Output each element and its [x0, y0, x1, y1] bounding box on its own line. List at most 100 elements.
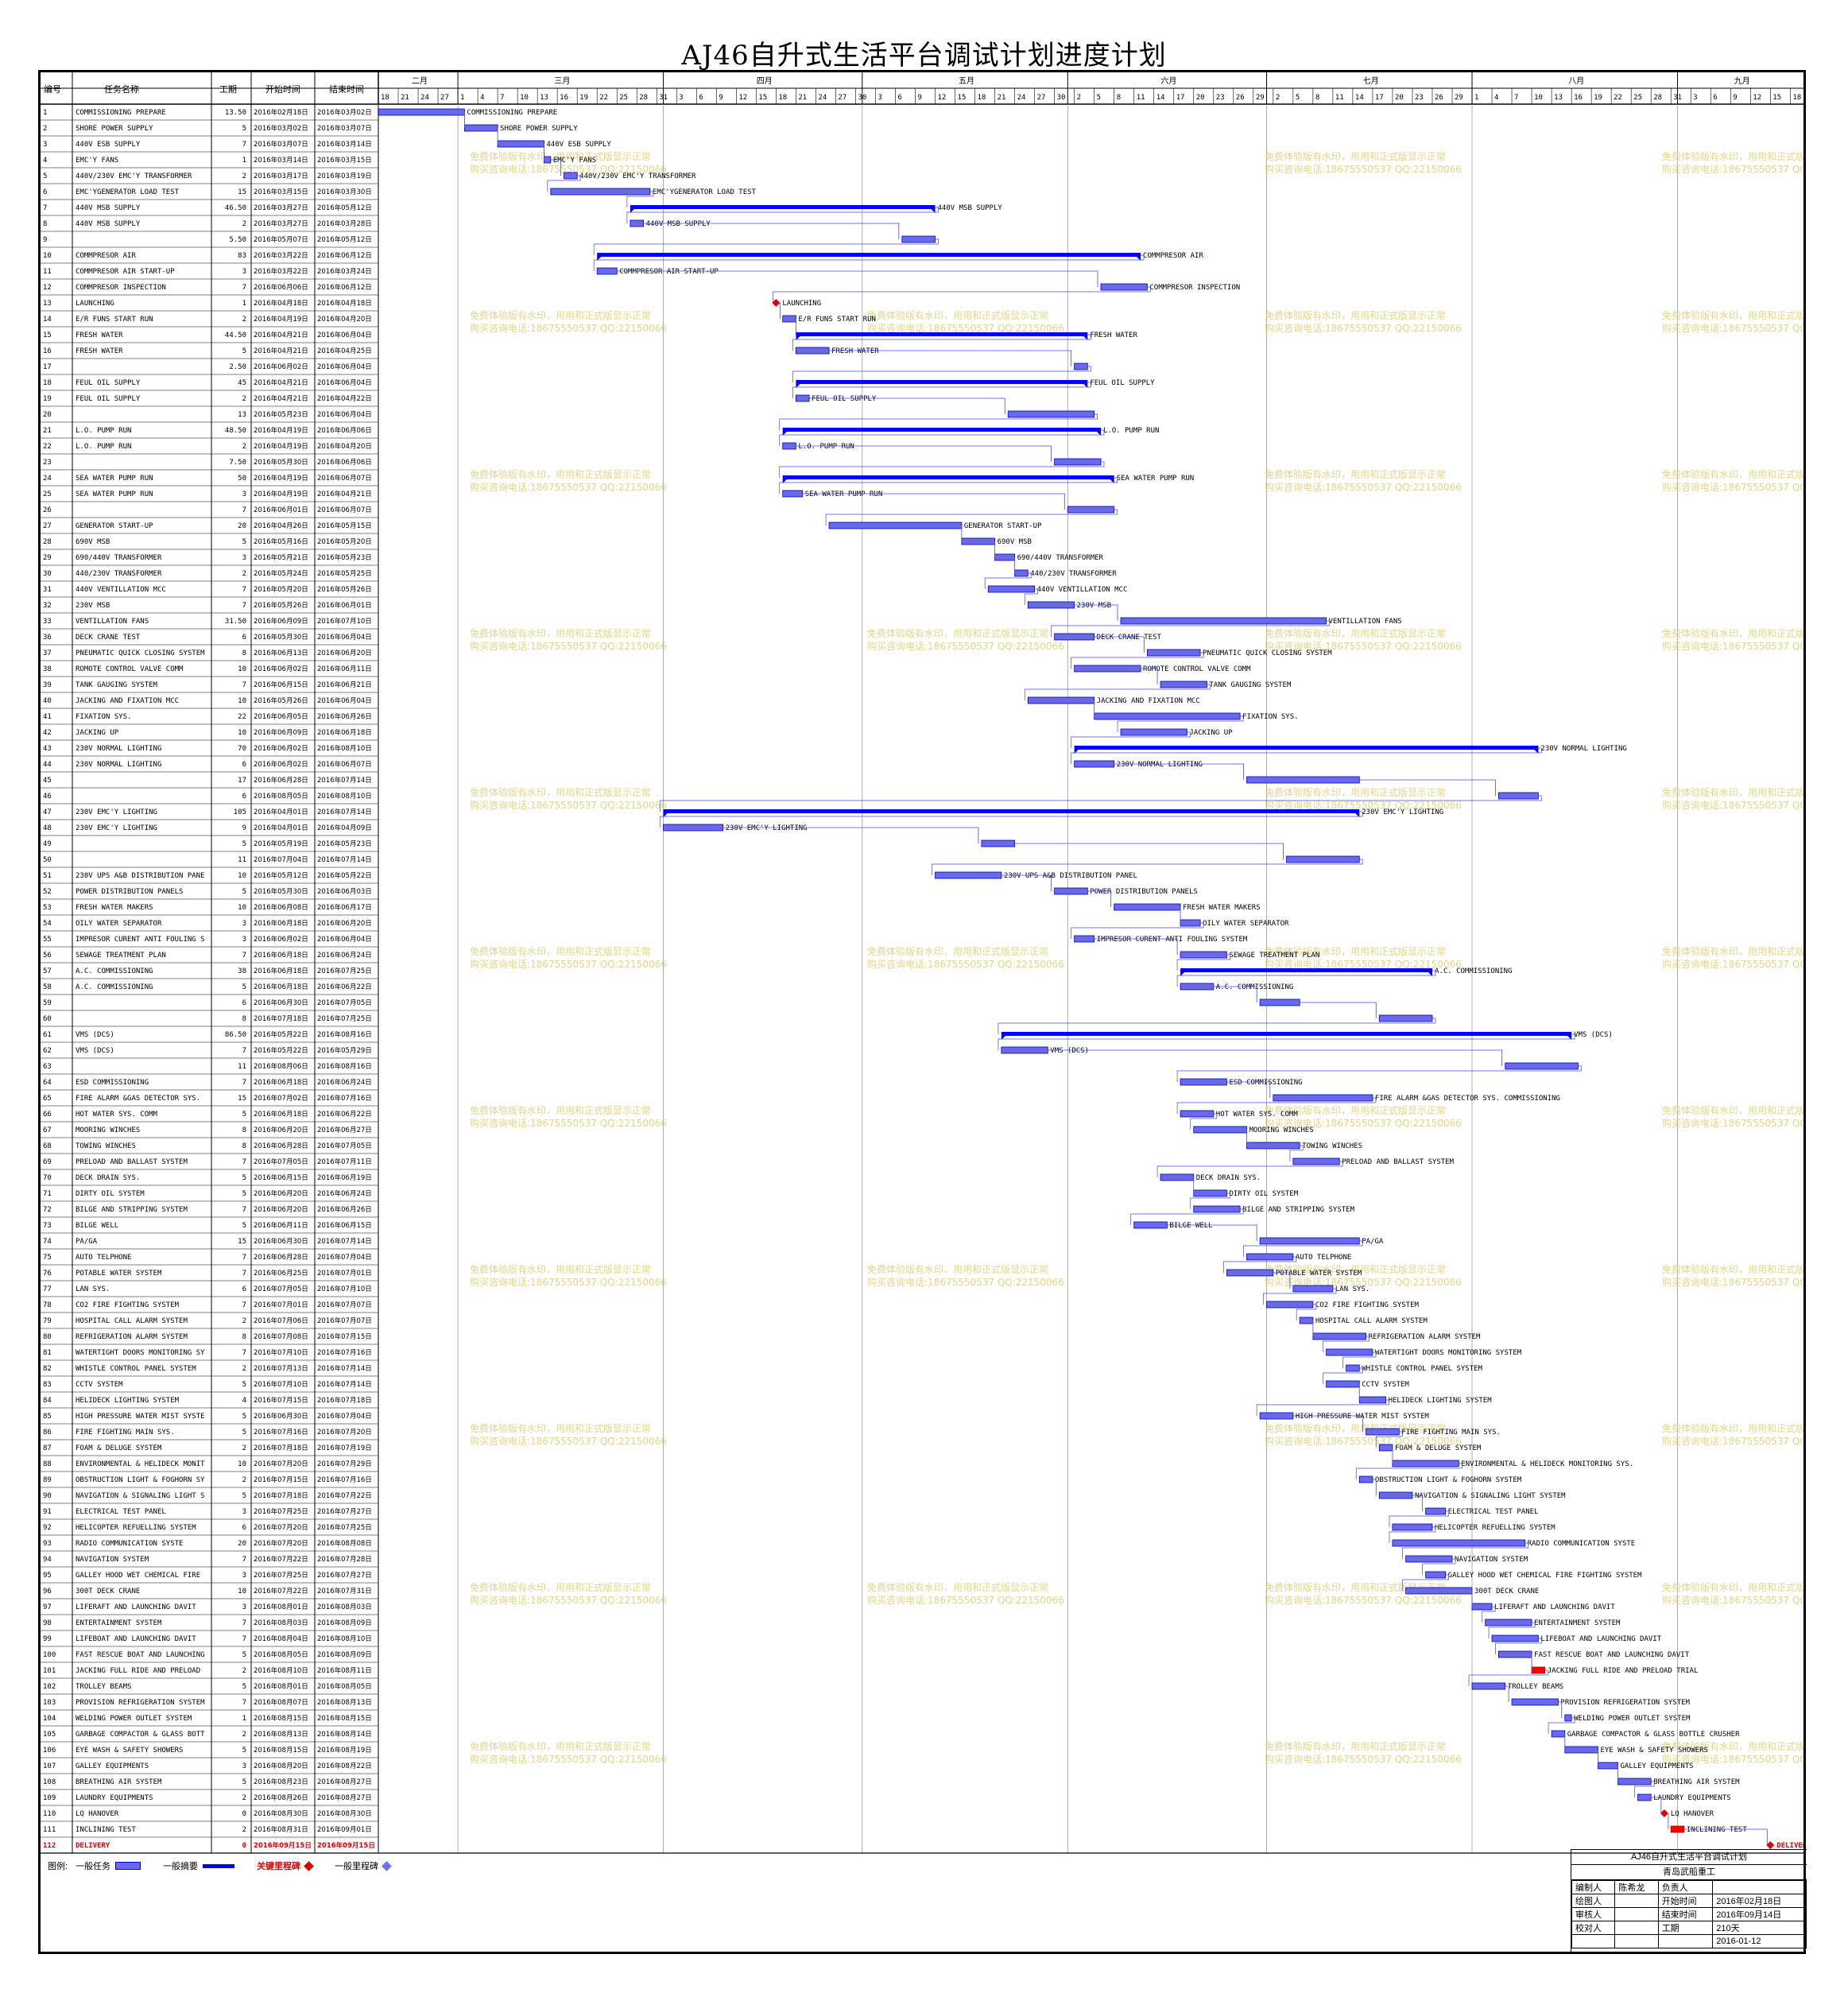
task-bar: [1259, 1237, 1360, 1245]
task-id: 102: [43, 1683, 56, 1691]
task-name: 230V EMC'Y LIGHTING: [76, 808, 157, 816]
task-name: CCTV SYSTEM: [76, 1381, 123, 1389]
task-name: COMMISSIONING PREPARE: [76, 109, 166, 117]
dependency-line: [1375, 1431, 1403, 1448]
bar-label: FEUL OIL SUPPLY: [1090, 379, 1155, 387]
task-bar: [630, 219, 644, 227]
watermark-text: 购买咨询电话:18675550537 QQ:22150066: [1662, 163, 1803, 175]
dependency-line: [593, 238, 939, 255]
task-bar: [1074, 363, 1088, 370]
task-name: POWER DISTRIBUTION PANELS: [76, 888, 183, 896]
watermark-text: 购买咨询电话:18675550537 QQ:22150066: [470, 163, 667, 175]
task-duration: 5: [242, 1683, 246, 1691]
tb-cell: 工期: [1657, 1921, 1714, 1935]
bar-label: PRELOAD AND BALLAST SYSTEM: [1342, 1158, 1454, 1166]
task-finish: 2016年08月30日: [317, 1809, 372, 1818]
day-tick-label: 11: [1335, 94, 1344, 102]
task-finish: 2016年07月14日: [317, 808, 372, 816]
task-start: 2016年07月20日: [254, 1523, 308, 1532]
day-tick-label: 21: [401, 94, 409, 102]
task-finish: 2016年06月07日: [317, 506, 372, 514]
task-duration: 5: [242, 1222, 246, 1230]
task-duration: 3: [242, 1508, 246, 1516]
task-name: FEUL OIL SUPPLY: [76, 395, 141, 403]
task-name: LIFEBOAT AND LAUNCHING DAVIT: [76, 1635, 196, 1643]
task-name: TANK GAUGING SYSTEM: [76, 681, 158, 689]
task-finish: 2016年05月23日: [317, 553, 372, 562]
task-id: 25: [43, 490, 52, 498]
task-finish: 2016年05月26日: [317, 585, 372, 594]
task-id: 47: [43, 808, 52, 816]
watermark-text: 购买咨询电话:18675550537 QQ:22150066: [1265, 322, 1462, 334]
task-name: COMMPRESOR INSPECTION: [76, 284, 166, 292]
task-id: 65: [43, 1095, 52, 1103]
task-start: 2016年04月01日: [254, 824, 308, 832]
task-name: ENTERTAINMENT SYSTEM: [76, 1619, 162, 1627]
task-id: 17: [43, 363, 52, 371]
task-duration: 2: [242, 1444, 246, 1452]
task-id: 54: [43, 920, 52, 928]
watermark-text: 购买咨询电话:18675550537 QQ:22150066: [1662, 640, 1803, 652]
task-name: 440/230V TRANSFORMER: [76, 570, 162, 578]
day-tick-label: 27: [440, 94, 449, 102]
task-bar: [1617, 1778, 1652, 1786]
bar-label: A.C. COMMISSIONING: [1435, 967, 1513, 975]
task-bar: [1146, 649, 1201, 657]
watermark-text: 购买咨询电话:18675550537 QQ:22150066: [867, 322, 1064, 334]
bar-label: INCLINING TEST: [1687, 1826, 1747, 1834]
watermark-text: 购买咨询电话:18675550537 QQ:22150066: [470, 958, 667, 970]
bar-label: HIGH PRESSURE WATER MIST SYSTEM: [1296, 1413, 1430, 1421]
task-start: 2016年04月21日: [254, 394, 308, 403]
task-name: 690V MSB: [76, 538, 110, 546]
task-start: 2016年06月30日: [254, 1412, 308, 1421]
task-duration: 5: [242, 888, 246, 896]
watermark-text: 免费体验版有水印，用用和正式版显示正常: [867, 627, 1048, 639]
task-duration: 2: [242, 1667, 246, 1675]
task-start: 2016年04月21日: [254, 347, 308, 355]
day-tick-label: 23: [1216, 94, 1225, 102]
task-finish: 2016年04月21日: [317, 490, 372, 498]
watermark-text: 购买咨询电话:18675550537 QQ:22150066: [1662, 1117, 1803, 1129]
task-finish: 2016年08月09日: [317, 1650, 372, 1659]
watermark-text: 免费体验版有水印，用用和正式版显示正常: [1662, 786, 1803, 798]
summary-bar: [663, 809, 1360, 813]
task-duration: 5: [242, 1381, 246, 1389]
task-id: 82: [43, 1365, 52, 1373]
bar-label: 440V MSB SUPPLY: [938, 204, 1003, 212]
task-id: 27: [43, 522, 52, 530]
legend-milestone: 一般里程碑: [335, 1859, 392, 1872]
task-finish: 2016年07月27日: [317, 1507, 372, 1516]
task-finish: 2016年08月15日: [317, 1714, 372, 1723]
task-name: OILY WATER SEPARATOR: [76, 920, 162, 928]
title-block-table: 编制人 陈希龙 负责人 绘图人 开始时间 2016年02月18日 审核人 结束时…: [1571, 1880, 1807, 1948]
day-tick-label: 12: [738, 94, 747, 102]
watermark-text: 免费体验版有水印，用用和正式版显示正常: [867, 945, 1048, 957]
dependency-line: [1263, 1288, 1337, 1305]
day-tick-label: 27: [1037, 94, 1046, 102]
dependency-line: [1071, 652, 1204, 669]
bar-label: TANK GAUGING SYSTEM: [1209, 681, 1292, 689]
task-duration: 5: [242, 1174, 246, 1182]
dependency-line: [998, 1018, 1436, 1034]
task-duration: 6: [242, 1524, 246, 1532]
task-finish: 2016年06月11日: [317, 665, 372, 673]
task-start: 2016年06月05日: [254, 712, 308, 721]
task-bar: [1074, 665, 1141, 673]
task-name: FIRE ALARM &GAS DETECTOR SYS.: [76, 1095, 200, 1103]
task-finish: 2016年05月15日: [317, 522, 372, 530]
watermark-text: 免费体验版有水印，用用和正式版显示正常: [470, 1104, 651, 1116]
bar-label: HOSPITAL CALL ALARM SYSTEM: [1315, 1317, 1428, 1325]
task-name: 230V MSB: [76, 602, 110, 610]
day-tick-label: 5: [1296, 94, 1300, 102]
watermark-text: 免费体验版有水印，用用和正式版显示正常: [1662, 945, 1803, 957]
task-start: 2016年08月10日: [254, 1666, 308, 1675]
task-duration: 10: [238, 697, 246, 705]
task-bar: [782, 442, 796, 450]
tb-cell: 2016年09月14日: [1712, 1907, 1807, 1921]
dependency-line: [593, 254, 1145, 271]
task-name: JACKING FULL RIDE AND PRELOAD: [76, 1667, 200, 1675]
task-name: AUTO TELPHONE: [76, 1254, 131, 1262]
task-start: 2016年06月18日: [254, 951, 308, 960]
dependency-line: [779, 477, 1118, 494]
bar-label: EYE WASH & SAFETY SHOWERS: [1600, 1747, 1707, 1755]
